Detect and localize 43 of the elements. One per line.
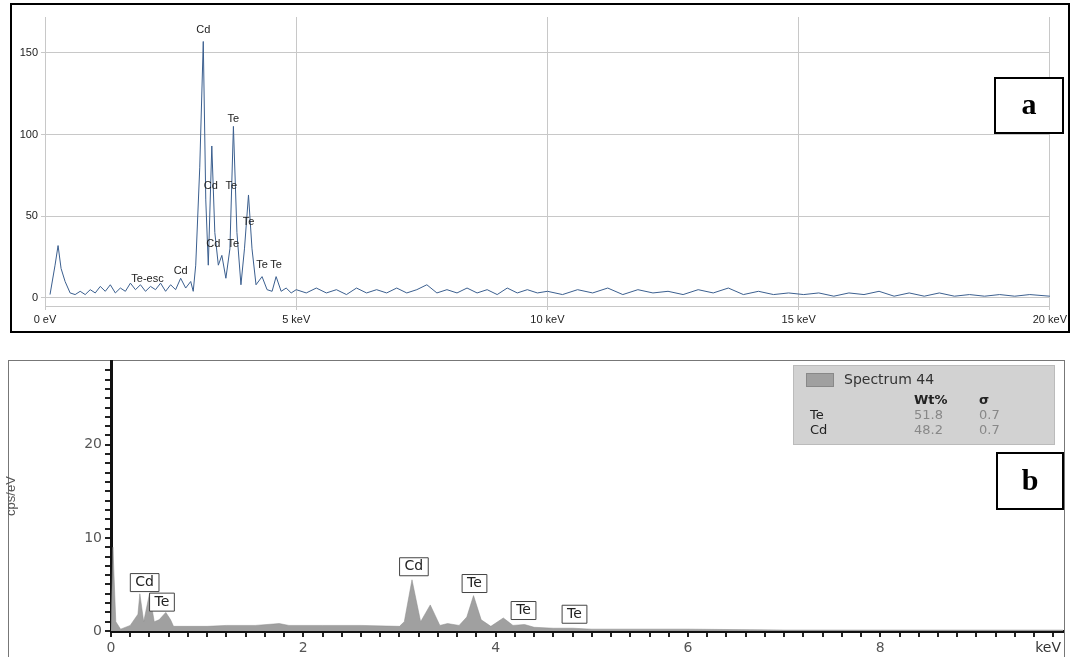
annotation: Cd: [173, 264, 188, 277]
legend-label: Spectrum 44: [844, 371, 935, 387]
annotation: Te: [270, 257, 282, 270]
y-tick-label: 50: [25, 209, 38, 222]
x-axis-title: keV: [1035, 638, 1062, 655]
annotation: Wt%: [914, 392, 948, 407]
annotation: Cd: [810, 422, 828, 437]
y-tick-label: 0: [93, 621, 102, 638]
x-tick-label: 10 keV: [530, 312, 566, 325]
x-tick-label: 0 eV: [33, 312, 57, 325]
annotation: Cd: [404, 557, 424, 574]
annotation: Cd: [135, 573, 154, 590]
annotation: σ: [979, 392, 990, 407]
x-tick-label: 2: [298, 639, 308, 656]
x-tick-label: 4: [491, 639, 501, 656]
annotation: Te: [153, 592, 170, 609]
y-tick-label: 150: [19, 45, 38, 58]
x-tick-label: 0: [106, 639, 116, 656]
annotation: Te: [227, 236, 240, 249]
annotation: 51.8: [914, 407, 943, 422]
y-tick-label: 10: [84, 528, 102, 545]
x-tick-label: 20 keV: [1032, 312, 1068, 325]
x-tick-label: 6: [683, 639, 693, 656]
annotation: a: [1021, 87, 1037, 121]
annotation: Te: [256, 257, 268, 270]
annotation: Te: [515, 601, 531, 618]
annotation: Te: [227, 112, 240, 125]
annotation: Te: [566, 604, 582, 621]
x-tick-label: 5 keV: [282, 312, 311, 325]
annotation: 0.7: [979, 422, 1000, 437]
annotation: 0.7: [979, 407, 1000, 422]
annotation: Te: [466, 574, 482, 591]
y-tick-label: 20: [84, 435, 102, 452]
annotation: Te: [810, 407, 824, 422]
y-tick-label: 100: [19, 127, 38, 140]
annotation: b: [1021, 462, 1039, 496]
y-tick-label: 0: [31, 290, 38, 303]
x-tick-label: 8: [875, 639, 885, 656]
annotation: Te-esc: [131, 272, 165, 285]
x-tick-label: 15 keV: [781, 312, 817, 325]
y-axis-title: cps/eV: [3, 475, 19, 516]
annotation: Cd: [196, 22, 211, 35]
annotation: 48.2: [914, 422, 943, 437]
